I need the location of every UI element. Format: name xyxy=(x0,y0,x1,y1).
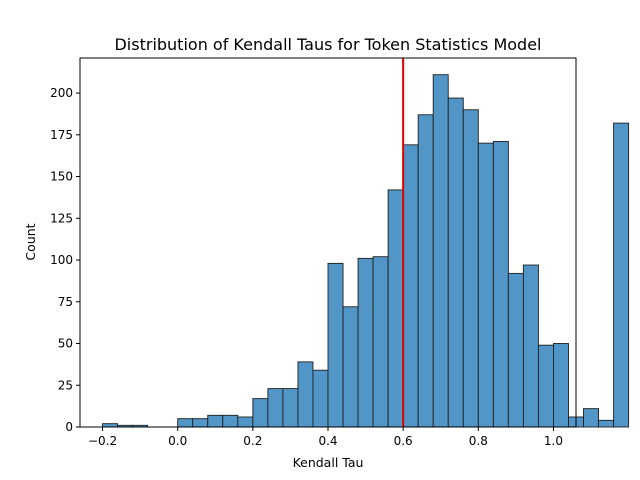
x-tick-label: 0.0 xyxy=(168,434,187,448)
histogram-bar xyxy=(447,97,464,428)
histogram-bar xyxy=(357,257,374,428)
y-axis: 0 25 50 75 100 125 150 175 200 xyxy=(50,86,80,434)
x-tick-label: −0.2 xyxy=(88,434,117,448)
histogram-bar xyxy=(417,114,434,428)
histogram-bar xyxy=(252,398,269,428)
histogram-bar xyxy=(222,414,239,428)
histogram-bar xyxy=(327,262,344,428)
histogram-bar xyxy=(387,189,404,428)
histogram-bar xyxy=(312,369,329,428)
x-axis: −0.2 0.0 0.2 0.4 0.6 0.8 1.0 xyxy=(88,427,563,448)
histogram-bar xyxy=(372,256,389,428)
y-tick-label: 125 xyxy=(50,211,73,225)
y-tick-label: 25 xyxy=(58,378,73,392)
y-tick-label: 0 xyxy=(65,420,73,434)
histogram-bar xyxy=(282,388,299,428)
histogram-bar xyxy=(177,418,194,428)
x-tick-label: 0.8 xyxy=(469,434,488,448)
y-tick-label: 50 xyxy=(58,337,73,351)
histogram-bar xyxy=(102,423,119,428)
x-axis-label: Kendall Tau xyxy=(293,455,364,470)
histogram-bar xyxy=(297,361,314,428)
y-tick-label: 150 xyxy=(50,170,73,184)
x-tick-label: 0.4 xyxy=(318,434,337,448)
histogram-bar xyxy=(553,343,569,428)
x-tick-label: 0.2 xyxy=(243,434,262,448)
histogram-bar xyxy=(342,306,359,428)
histogram-bar xyxy=(267,388,284,428)
bars-group xyxy=(102,74,630,428)
y-axis-label: Count xyxy=(23,223,38,260)
y-tick-label: 100 xyxy=(50,253,73,267)
histogram-bar xyxy=(402,144,419,428)
histogram-bar xyxy=(207,414,224,428)
chart-title: Distribution of Kendall Taus for Token S… xyxy=(114,35,541,54)
histogram-bar xyxy=(598,419,615,428)
histogram-bar xyxy=(507,272,524,428)
histogram-bar xyxy=(492,141,509,428)
y-tick-label: 200 xyxy=(50,86,73,100)
x-tick-label: 0.6 xyxy=(394,434,413,448)
histogram-bar xyxy=(583,408,599,428)
histogram-bar xyxy=(537,344,554,428)
y-tick-label: 75 xyxy=(58,295,73,309)
histogram-bar xyxy=(522,264,539,428)
histogram-bar xyxy=(613,122,630,428)
histogram-bar xyxy=(432,74,449,428)
x-tick-label: 1.0 xyxy=(544,434,563,448)
histogram-bar xyxy=(237,416,254,428)
histogram-bar xyxy=(192,418,209,428)
histogram-bar xyxy=(462,109,479,428)
y-tick-label: 175 xyxy=(50,128,73,142)
histogram-bar xyxy=(477,142,494,428)
